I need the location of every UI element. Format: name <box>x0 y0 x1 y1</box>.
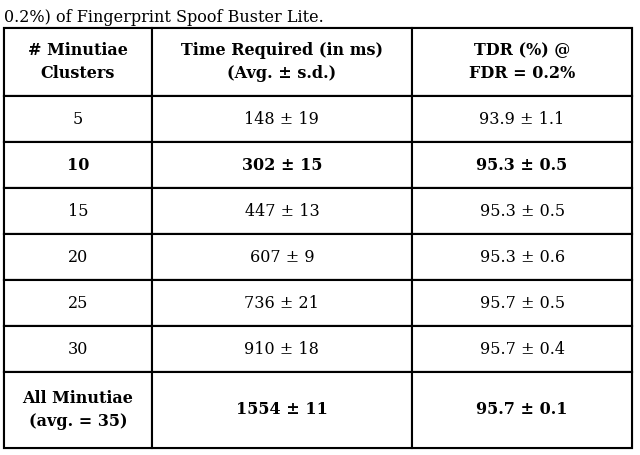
Bar <box>152 234 412 280</box>
Text: 95.3 ± 0.5: 95.3 ± 0.5 <box>476 157 568 173</box>
Text: 15: 15 <box>68 202 88 219</box>
Text: 447 ± 13: 447 ± 13 <box>244 202 319 219</box>
Bar <box>152 188 412 234</box>
Text: 1554 ± 11: 1554 ± 11 <box>236 401 328 419</box>
Bar <box>4 326 632 372</box>
Text: 95.7 ± 0.4: 95.7 ± 0.4 <box>479 340 564 358</box>
Text: All Minutiae
(avg. = 35): All Minutiae (avg. = 35) <box>22 390 133 430</box>
Bar <box>412 280 632 326</box>
Text: 20: 20 <box>68 248 88 266</box>
Text: 148 ± 19: 148 ± 19 <box>244 111 319 127</box>
Bar <box>4 372 152 448</box>
Bar <box>4 28 632 96</box>
Text: 93.9 ± 1.1: 93.9 ± 1.1 <box>479 111 564 127</box>
Text: Time Required (in ms)
(Avg. ± s.d.): Time Required (in ms) (Avg. ± s.d.) <box>181 42 383 81</box>
Bar <box>4 280 152 326</box>
Text: 10: 10 <box>67 157 89 173</box>
Bar <box>4 280 632 326</box>
Bar <box>412 188 632 234</box>
Text: 95.7 ± 0.5: 95.7 ± 0.5 <box>479 294 564 312</box>
Bar <box>4 326 152 372</box>
Bar <box>412 142 632 188</box>
Bar <box>4 234 152 280</box>
Text: 95.3 ± 0.6: 95.3 ± 0.6 <box>479 248 564 266</box>
Bar <box>152 96 412 142</box>
Bar <box>152 372 412 448</box>
Bar <box>412 28 632 96</box>
Bar <box>412 234 632 280</box>
Text: 25: 25 <box>68 294 88 312</box>
Bar <box>152 142 412 188</box>
Text: 736 ± 21: 736 ± 21 <box>244 294 319 312</box>
Bar <box>152 280 412 326</box>
Bar <box>412 326 632 372</box>
Text: 302 ± 15: 302 ± 15 <box>242 157 322 173</box>
Bar <box>412 96 632 142</box>
Text: TDR (%) @
FDR = 0.2%: TDR (%) @ FDR = 0.2% <box>469 42 575 81</box>
Text: 30: 30 <box>68 340 88 358</box>
Bar <box>152 326 412 372</box>
Text: 910 ± 18: 910 ± 18 <box>244 340 319 358</box>
Bar <box>4 188 152 234</box>
Text: 607 ± 9: 607 ± 9 <box>250 248 314 266</box>
Bar <box>4 96 152 142</box>
Text: 95.3 ± 0.5: 95.3 ± 0.5 <box>479 202 564 219</box>
Text: 95.7 ± 0.1: 95.7 ± 0.1 <box>476 401 568 419</box>
Bar <box>4 372 632 448</box>
Bar <box>4 142 632 188</box>
Text: 5: 5 <box>73 111 83 127</box>
Bar <box>4 142 152 188</box>
Text: # Minutiae
Clusters: # Minutiae Clusters <box>28 42 128 81</box>
Text: 0.2%) of Fingerprint Spoof Buster Lite.: 0.2%) of Fingerprint Spoof Buster Lite. <box>4 10 324 26</box>
Bar <box>4 96 632 142</box>
Bar <box>152 28 412 96</box>
Bar <box>4 234 632 280</box>
Bar <box>4 28 152 96</box>
Bar <box>412 372 632 448</box>
Bar <box>4 188 632 234</box>
